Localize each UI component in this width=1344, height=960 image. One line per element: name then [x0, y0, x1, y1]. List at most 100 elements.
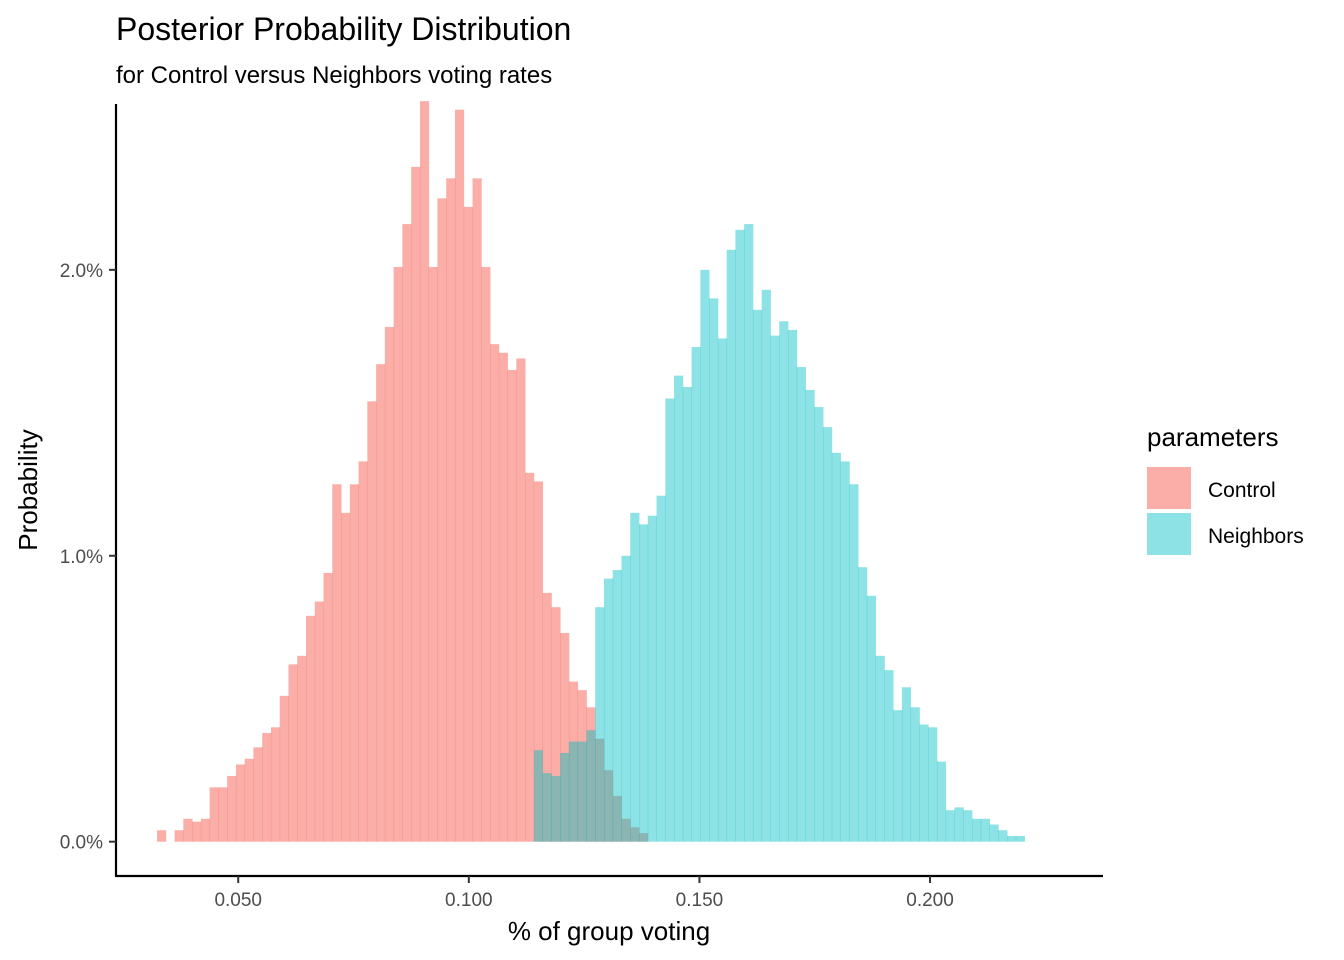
- control-bar: [218, 787, 228, 842]
- chart-title: Posterior Probability Distribution: [116, 11, 571, 47]
- control-bar: [157, 830, 167, 842]
- neighbors-bar: [726, 249, 736, 842]
- control-bar: [551, 607, 561, 842]
- neighbors-bar: [709, 298, 719, 842]
- control-bar: [411, 166, 421, 842]
- y-tick-label: 2.0%: [60, 261, 103, 282]
- control-bar: [603, 770, 614, 842]
- neighbors-bar: [639, 524, 649, 842]
- neighbors-bar: [603, 578, 614, 842]
- y-axis-title: Probability: [13, 429, 43, 550]
- control-bar: [288, 664, 298, 842]
- neighbors-bar: [744, 224, 754, 842]
- control-bar: [498, 352, 508, 842]
- neighbors-bar: [875, 655, 885, 842]
- control-bar: [341, 512, 351, 842]
- neighbors-bar: [919, 724, 929, 842]
- control-bar: [533, 481, 544, 842]
- control-bar: [349, 484, 359, 842]
- neighbors-bar: [928, 727, 938, 842]
- x-tick-label: 0.150: [676, 890, 724, 911]
- control-bar: [490, 344, 500, 842]
- control-bar: [200, 818, 211, 842]
- control-bar: [332, 484, 342, 842]
- control-bar: [437, 198, 447, 842]
- control-bar: [297, 655, 307, 842]
- neighbors-bar: [533, 750, 544, 842]
- control-bar: [262, 733, 272, 842]
- control-bar: [595, 738, 605, 842]
- control-bar: [174, 830, 184, 842]
- neighbors-bar: [945, 810, 955, 842]
- neighbors-bar: [691, 347, 701, 842]
- control-bar: [630, 827, 640, 842]
- neighbors-bar: [972, 818, 982, 842]
- neighbors-bar: [936, 761, 947, 842]
- neighbors-bar: [568, 741, 579, 842]
- neighbors-bar: [910, 707, 920, 842]
- control-bar: [376, 364, 386, 842]
- neighbors-bar: [560, 753, 570, 842]
- control-bar: [612, 795, 622, 842]
- x-tick-label: 0.050: [214, 890, 262, 911]
- neighbors-bar: [796, 367, 806, 842]
- neighbors-bar: [805, 389, 815, 842]
- control-bar: [516, 358, 526, 842]
- control-bar: [454, 109, 465, 842]
- control-bar: [402, 224, 412, 842]
- legend: parameters Control Neighbors: [1147, 422, 1304, 555]
- neighbors-bar: [998, 830, 1008, 842]
- y-tick-label: 1.0%: [60, 547, 103, 568]
- legend-label-neighbors: Neighbors: [1208, 525, 1304, 548]
- neighbors-bars: [533, 224, 1025, 842]
- control-bar: [209, 787, 219, 842]
- control-bar: [577, 690, 587, 842]
- control-bar: [323, 572, 333, 842]
- neighbors-bar: [901, 687, 912, 842]
- control-bar: [481, 266, 491, 842]
- neighbors-bar: [674, 375, 684, 842]
- control-bar: [507, 369, 517, 842]
- neighbors-bar: [980, 818, 990, 842]
- neighbors-bar: [866, 595, 877, 842]
- control-bar: [306, 615, 316, 842]
- neighbors-bar: [787, 329, 798, 842]
- neighbors-bar: [630, 512, 640, 842]
- neighbors-bar: [735, 229, 745, 842]
- x-tick-label: 0.200: [906, 890, 954, 911]
- legend-swatch-control: [1147, 467, 1191, 509]
- control-bar: [393, 266, 403, 842]
- control-bar: [314, 601, 324, 842]
- neighbors-bar: [717, 338, 728, 842]
- neighbors-bar: [612, 570, 622, 842]
- neighbors-bar: [1015, 835, 1025, 842]
- neighbors-bar: [752, 309, 763, 842]
- control-bar: [253, 747, 263, 842]
- neighbors-bar: [779, 321, 789, 842]
- control-bar: [560, 632, 570, 842]
- control-bar: [463, 206, 473, 842]
- neighbors-bar: [840, 461, 850, 842]
- neighbors-bar: [665, 398, 675, 842]
- legend-swatch-neighbors: [1147, 513, 1191, 555]
- x-axis-title: % of group voting: [508, 916, 710, 946]
- x-axis-ticks: 0.050 0.100 0.150 0.200: [214, 876, 954, 911]
- neighbors-bar: [893, 710, 903, 842]
- x-tick-label: 0.100: [445, 890, 493, 911]
- neighbors-bar: [761, 289, 771, 842]
- control-bar: [244, 758, 254, 842]
- neighbors-bar: [770, 335, 780, 842]
- control-bar: [192, 821, 202, 842]
- neighbors-bar: [954, 807, 964, 842]
- neighbors-bar: [647, 515, 657, 842]
- control-bar: [446, 178, 456, 842]
- control-bar: [428, 266, 438, 842]
- neighbors-bar: [682, 387, 692, 842]
- control-bar: [472, 178, 482, 842]
- control-bar: [621, 818, 631, 842]
- control-bar: [639, 833, 649, 842]
- control-bars: [157, 101, 649, 842]
- neighbors-bar: [595, 607, 605, 842]
- y-tick-label: 0.0%: [60, 833, 103, 854]
